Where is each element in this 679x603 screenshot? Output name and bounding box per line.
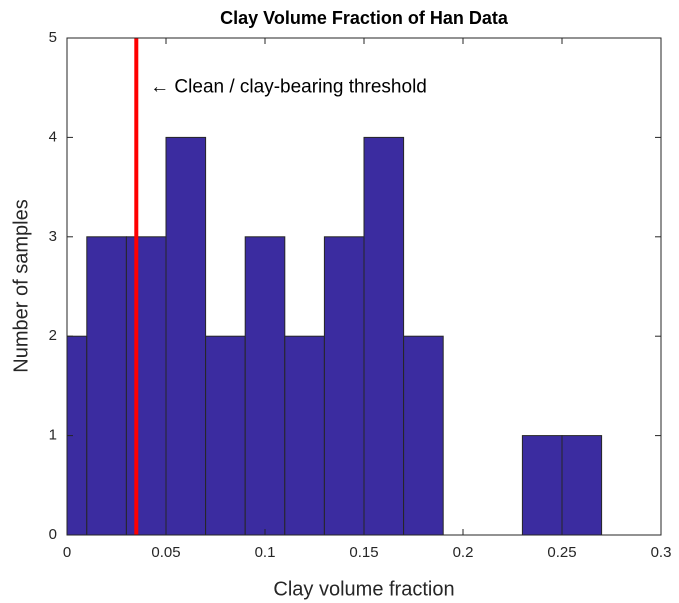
bar [284,335,325,535]
y-tick-label: 1 [49,427,57,444]
x-tick-label: 0 [63,544,71,561]
y-tick-label: 3 [49,228,57,245]
x-tick-label: 0.15 [349,544,378,561]
bar [323,236,365,535]
bar [86,236,127,535]
y-tick-label: 2 [49,327,57,344]
x-tick-label: 0.1 [255,544,276,561]
x-tick-label: 0.2 [453,544,474,561]
bar [521,435,563,535]
y-tick-label: 5 [49,29,57,46]
bar [403,335,444,535]
annotation: ← Clean / clay-bearing threshold [150,77,427,98]
bar [165,136,207,535]
y-tick-label: 4 [49,128,57,145]
bar [244,236,286,535]
bar [561,435,603,535]
x-tick-label: 0.05 [151,544,180,561]
x-tick-label: 0.3 [651,544,672,561]
y-axis-label: Number of samples [10,199,32,372]
x-axis-label: Clay volume fraction [273,578,454,600]
bars [67,136,603,535]
x-tick-label: 0.25 [547,544,576,561]
bar [363,136,405,535]
bar [125,236,167,535]
chart-title: Clay Volume Fraction of Han Data [220,8,509,28]
y-tick-label: 0 [49,526,57,543]
bar [205,335,246,535]
